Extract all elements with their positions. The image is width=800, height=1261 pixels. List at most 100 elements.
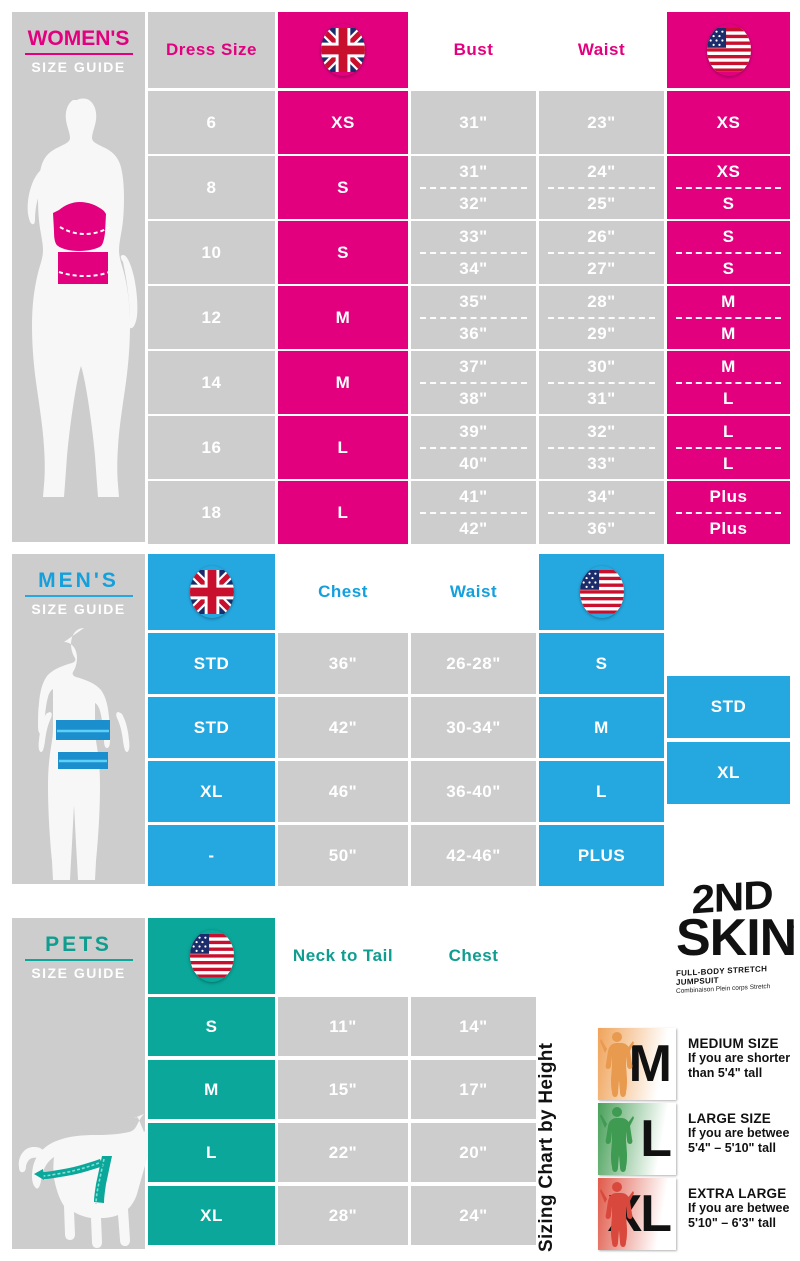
height-description-line-2: 5'4" – 5'10" tall bbox=[688, 1140, 776, 1155]
womens-bust-cell: 39" 40" bbox=[411, 416, 536, 479]
pets-neck-to-tail-value: 22" bbox=[328, 1142, 358, 1162]
womens-us-size-cell: XS S bbox=[667, 156, 790, 219]
womens-waist-cell: 30" 31" bbox=[539, 351, 664, 414]
womens-uk-size-cell: M bbox=[278, 286, 408, 349]
womens-us-size-value: XS bbox=[716, 112, 741, 132]
womens-us-size-value-bottom: L bbox=[723, 453, 734, 473]
womens-us-size-value-bottom: M bbox=[721, 323, 736, 343]
height-description-block: MEDIUM SIZE If you are shorter than 5'4" t… bbox=[688, 1036, 790, 1081]
womens-dress-size-cell: 8 bbox=[148, 156, 275, 219]
pets-size-guide-section: PETS SIZE GUIDE bbox=[12, 918, 536, 1249]
womens-waist-cell: 24" 25" bbox=[539, 156, 664, 219]
mens-chest-cell: 42" bbox=[278, 697, 408, 758]
womens-bust-value-divider bbox=[419, 316, 528, 319]
womens-bust-value-bottom: 34" bbox=[459, 258, 488, 278]
womens-waist-cell: 28" 29" bbox=[539, 286, 664, 349]
pets-header-chest-label: Chest bbox=[448, 946, 499, 965]
womens-us-size-value-divider bbox=[675, 316, 782, 319]
womens-waist-value-divider bbox=[547, 186, 656, 189]
pets-neck-to-tail-cell: 11" bbox=[278, 997, 408, 1056]
mens-us-size-cell: S bbox=[539, 633, 664, 694]
pets-size-value: L bbox=[206, 1142, 217, 1162]
womens-model-panel bbox=[12, 12, 145, 542]
header-us-flag-cell bbox=[667, 12, 790, 88]
womens-dress-size-value: 18 bbox=[201, 502, 222, 522]
womens-waist-value-divider bbox=[547, 511, 656, 514]
height-swatch-m: M bbox=[598, 1028, 676, 1100]
height-figure-icon bbox=[600, 1107, 634, 1172]
womens-bust-value-divider bbox=[419, 511, 528, 514]
mens-side-box-std: STD bbox=[667, 676, 790, 738]
pets-chest-cell: 24" bbox=[411, 1186, 536, 1245]
height-figure-icon bbox=[600, 1182, 634, 1247]
womens-us-size-value-bottom: S bbox=[722, 258, 735, 278]
height-description-block: LARGE SIZE If you are betwee 5'4" – 5'10" … bbox=[688, 1111, 789, 1156]
womens-waist-value-divider bbox=[547, 381, 656, 384]
womens-bust-value-bottom: 38" bbox=[459, 388, 488, 408]
header-bust: Bust bbox=[411, 12, 536, 88]
womens-waist-value-top: 26" bbox=[587, 226, 616, 246]
womens-dress-size-value: 8 bbox=[206, 177, 217, 197]
womens-bust-value-bottom: 42" bbox=[459, 518, 488, 538]
womens-bust-cell: 35" 36" bbox=[411, 286, 536, 349]
womens-us-size-value-bottom: Plus bbox=[709, 518, 748, 538]
womens-us-size-value-divider bbox=[675, 446, 782, 449]
womens-bust-value-divider bbox=[419, 186, 528, 189]
womens-bust-value-divider bbox=[419, 381, 528, 384]
womens-us-size-cell: Plus Plus bbox=[667, 481, 790, 544]
mens-us-size-cell: M bbox=[539, 697, 664, 758]
womens-bust-value-bottom: 36" bbox=[459, 323, 488, 343]
pets-chest-value: 24" bbox=[459, 1205, 488, 1225]
mens-chest-cell: 36" bbox=[278, 633, 408, 694]
pets-chest-value: 14" bbox=[459, 1016, 488, 1036]
womens-us-size-value-top: L bbox=[723, 421, 734, 441]
mens-header-chest-label: Chest bbox=[318, 582, 368, 601]
pets-neck-to-tail-value: 28" bbox=[328, 1205, 358, 1225]
womens-bust-value-top: 39" bbox=[459, 421, 488, 441]
height-description-line-1: If you are betwee bbox=[688, 1201, 790, 1215]
height-description-line-2: than 5'4" tall bbox=[688, 1065, 763, 1080]
pets-title: PETS bbox=[45, 933, 112, 956]
womens-us-size-value-top: M bbox=[721, 291, 736, 311]
mens-waist-cell: 36-40" bbox=[411, 761, 536, 822]
womens-us-size-value-divider bbox=[675, 381, 782, 384]
womens-bust-value-bottom: 32" bbox=[459, 193, 488, 213]
womens-dress-size-value: 16 bbox=[201, 437, 222, 457]
mens-chest-value: 46" bbox=[328, 781, 358, 801]
womens-waist-value-top: 34" bbox=[587, 486, 616, 506]
mens-uk-size-value: - bbox=[208, 845, 215, 865]
pets-chest-value: 17" bbox=[459, 1079, 488, 1099]
mens-side-box-xl: XL bbox=[667, 742, 790, 804]
womens-uk-size-value: L bbox=[337, 437, 349, 457]
us-flag-icon bbox=[706, 24, 751, 76]
height-size-letter: L bbox=[640, 1110, 672, 1168]
pets-chest-cell: 20" bbox=[411, 1123, 536, 1182]
pets-chest-value: 20" bbox=[459, 1142, 488, 1162]
mens-uk-size-cell: STD bbox=[148, 697, 275, 758]
womens-waist-value-divider bbox=[547, 251, 656, 254]
womens-bust-cell: 41" 42" bbox=[411, 481, 536, 544]
womens-us-size-value-top: M bbox=[721, 356, 736, 376]
header-dress-size-label: Dress Size bbox=[166, 40, 257, 59]
mens-title-block: MEN'S SIZE GUIDE bbox=[12, 554, 145, 617]
mens-header-waist: Waist bbox=[411, 554, 536, 630]
womens-us-size-value-top: Plus bbox=[709, 486, 748, 506]
womens-uk-size-value: S bbox=[337, 177, 349, 197]
womens-size-guide-section: WOMEN'S SIZE GUIDE Dress Size Bust Waist bbox=[12, 12, 790, 544]
womens-bust-cell: 37" 38" bbox=[411, 351, 536, 414]
womens-us-size-cell: XS bbox=[667, 91, 790, 154]
mens-waist-value: 36-40" bbox=[446, 781, 501, 801]
womens-waist-value: 23" bbox=[587, 112, 616, 132]
pets-size-cell: XL bbox=[148, 1186, 275, 1245]
header-uk-flag-cell bbox=[278, 12, 408, 88]
mens-us-size-cell: PLUS bbox=[539, 825, 664, 886]
mens-title-underline bbox=[24, 595, 133, 597]
brand-logo: 2ND SKIN ® FULL-BODY STRETCH JUMPSUIT Co… bbox=[676, 873, 796, 1015]
mens-waist-cell: 30-34" bbox=[411, 697, 536, 758]
pets-header-us-flag-cell bbox=[148, 918, 275, 994]
womens-uk-size-value: XS bbox=[331, 112, 355, 132]
womens-bust-value-top: 33" bbox=[459, 226, 488, 246]
womens-dress-size-cell: 12 bbox=[148, 286, 275, 349]
pets-chest-cell: 14" bbox=[411, 997, 536, 1056]
